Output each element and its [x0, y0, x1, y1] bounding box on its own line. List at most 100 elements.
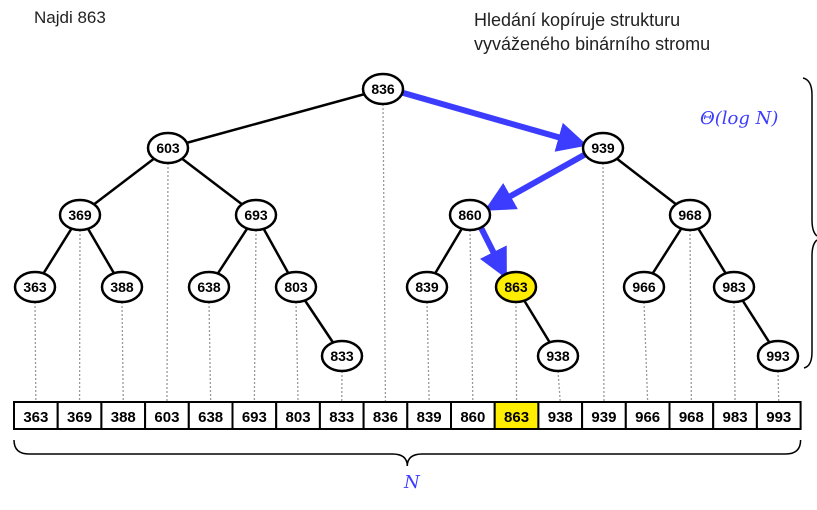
array-cell-860: 860: [451, 402, 495, 429]
dotted-guide-388: [122, 302, 123, 402]
tree-node-388: 388: [102, 272, 142, 302]
array-cell-label: 388: [111, 409, 136, 426]
dotted-guide-863: [516, 302, 517, 402]
dotted-guide-693: [254, 230, 256, 402]
height-brace: [803, 78, 817, 368]
array-cell-label: 363: [23, 409, 48, 426]
tree-node-693: 693: [236, 200, 276, 230]
dotted-guide-938: [558, 371, 560, 402]
array-cell-603: 603: [145, 402, 189, 429]
tree-node-833: 833: [322, 341, 362, 371]
page-title: Najdi 863: [34, 8, 106, 28]
node-label: 968: [678, 207, 702, 223]
tree-node-863: 863: [496, 272, 536, 302]
array-cell-966: 966: [626, 402, 670, 429]
sorted-array: 363 369 388 603 638 693 803 833 836 839 860 863 938 9…: [14, 402, 801, 429]
array-cell-label: 603: [154, 409, 179, 426]
tree-node-860: 860: [450, 200, 490, 230]
n-label: N: [404, 472, 420, 493]
array-cell-939: 939: [582, 402, 626, 429]
array-cell-label: 938: [548, 409, 573, 426]
dotted-guide-363: [35, 302, 36, 402]
node-label: 638: [197, 279, 221, 295]
node-label: 839: [415, 279, 439, 295]
array-cell-label: 839: [417, 409, 442, 426]
node-label: 603: [156, 140, 180, 156]
array-cell-863: 863: [495, 402, 539, 429]
array-cell-803: 803: [276, 402, 320, 429]
curly-brace-right-bottom: [804, 240, 817, 368]
dotted-guide-803: [296, 302, 298, 402]
tree-nodes: 836 603 939 369 693 860 968 363 388 638 803 839 863 9…: [15, 74, 798, 371]
node-label: 983: [722, 279, 746, 295]
array-cell-638: 638: [189, 402, 233, 429]
tree-node-363: 363: [15, 272, 55, 302]
curly-brace-bottom: [14, 440, 801, 466]
dotted-guide-983: [734, 302, 735, 402]
complexity-label: Θ(log N): [700, 108, 778, 129]
dotted-guide-603: [167, 163, 168, 402]
path-arrow-939-860: [490, 153, 587, 207]
tree-edges: [35, 89, 778, 356]
array-cell-836: 836: [364, 402, 408, 429]
tree-node-369: 369: [60, 200, 100, 230]
array-cell-label: 836: [373, 409, 398, 426]
node-label: 860: [458, 207, 482, 223]
array-cell-388: 388: [101, 402, 145, 429]
node-label: 938: [546, 348, 570, 364]
node-label: 966: [632, 279, 656, 295]
dotted-guide-968: [690, 230, 691, 402]
node-label: 803: [284, 279, 308, 295]
node-label: 693: [244, 207, 268, 223]
array-cell-label: 860: [460, 409, 485, 426]
array-cell-993: 993: [757, 402, 801, 429]
array-cell-label: 993: [766, 409, 791, 426]
dotted-guide-966: [644, 302, 648, 402]
dotted-guide-836: [383, 104, 385, 402]
tree-node-938: 938: [538, 341, 578, 371]
tree-node-939: 939: [583, 133, 623, 163]
search-path: [400, 92, 587, 273]
array-cell-369: 369: [58, 402, 102, 429]
tree-node-803: 803: [276, 272, 316, 302]
array-cell-label: 638: [198, 409, 223, 426]
node-label: 369: [68, 207, 92, 223]
tree-node-983: 983: [714, 272, 754, 302]
array-cell-label: 939: [591, 409, 616, 426]
tree-node-993: 993: [758, 341, 798, 371]
array-cell-label: 803: [286, 409, 311, 426]
array-cell-363: 363: [14, 402, 58, 429]
array-cell-839: 839: [407, 402, 451, 429]
node-label: 863: [504, 279, 528, 295]
array-cell-label: 983: [723, 409, 748, 426]
path-arrow-836-939: [400, 92, 581, 144]
array-cell-label: 863: [504, 409, 529, 426]
array-cell-938: 938: [538, 402, 582, 429]
tree-node-839: 839: [407, 272, 447, 302]
node-label: 833: [330, 348, 354, 364]
tree-node-836: 836: [363, 74, 403, 104]
curly-brace-right-top: [803, 78, 817, 236]
array-cell-label: 693: [242, 409, 267, 426]
tree-node-966: 966: [624, 272, 664, 302]
subtitle-line-2: vyváženého binárního stromu: [474, 32, 710, 56]
array-cell-label: 968: [679, 409, 704, 426]
tree-node-968: 968: [670, 200, 710, 230]
tree-node-603: 603: [148, 133, 188, 163]
array-cell-693: 693: [233, 402, 277, 429]
edge-836-603: [168, 89, 383, 148]
subtitle-line-1: Hledání kopíruje strukturu: [474, 8, 710, 32]
node-label: 388: [110, 279, 134, 295]
dotted-guide-939: [603, 163, 604, 402]
array-brace: [14, 440, 801, 466]
array-cell-label: 966: [635, 409, 660, 426]
array-cell-833: 833: [320, 402, 364, 429]
dotted-guide-993: [778, 371, 779, 402]
dotted-guide-839: [427, 302, 429, 402]
dotted-guide-638: [209, 302, 211, 402]
array-cell-label: 833: [329, 409, 354, 426]
node-label: 993: [766, 348, 790, 364]
tree-node-638: 638: [189, 272, 229, 302]
path-arrow-860-863: [480, 225, 504, 273]
